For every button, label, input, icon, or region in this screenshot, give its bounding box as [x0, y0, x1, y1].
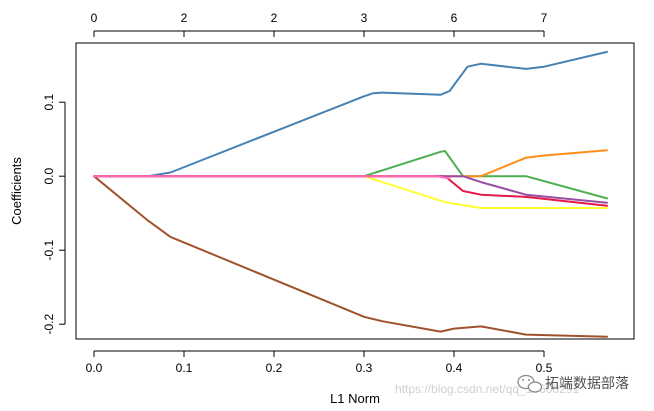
x-tick-label: 0.3: [356, 361, 373, 375]
top-tick-label: 6: [451, 11, 458, 25]
x-axis-label: L1 Norm: [330, 391, 380, 406]
plot-frame: [75, 42, 635, 340]
top-tick-label: 2: [181, 11, 188, 25]
series-layer: [93, 50, 608, 338]
x-tick-label: 0.0: [86, 361, 103, 375]
x-tick-label: 0.1: [176, 361, 193, 375]
series-line-7: [93, 175, 608, 204]
y-tick-label: -0.1: [42, 240, 56, 261]
axis-layer: 0.0 0.1 0.2 0.3 0.4 0.5 0 2 2 3 6 7 -0.2 -0.1 0.0 0.1: [42, 11, 553, 375]
y-tick-label: 0.1: [42, 94, 56, 111]
y-axis-label: Coefficients: [9, 157, 24, 225]
y-tick-label: 0.0: [42, 168, 56, 185]
top-tick-label: 7: [541, 11, 548, 25]
wechat-icon: [517, 374, 543, 393]
top-tick-label: 3: [361, 11, 368, 25]
top-tick-label: 0: [91, 11, 98, 25]
series-line-5: [93, 175, 608, 209]
y-tick-label: -0.2: [42, 314, 56, 335]
x-tick-label: 0.5: [536, 361, 553, 375]
watermark-brand: 拓端数据部落: [545, 376, 629, 392]
series-line-2: [93, 175, 608, 338]
x-tick-label: 0.4: [446, 361, 463, 375]
top-tick-label: 2: [271, 11, 278, 25]
watermark: https://blog.csdn.net/qq_19600291 拓端数据部落: [395, 374, 629, 396]
series-line-8: [93, 175, 451, 180]
x-tick-label: 0.2: [266, 361, 283, 375]
series-line-1: [93, 50, 608, 178]
series-line-6: [93, 175, 608, 207]
